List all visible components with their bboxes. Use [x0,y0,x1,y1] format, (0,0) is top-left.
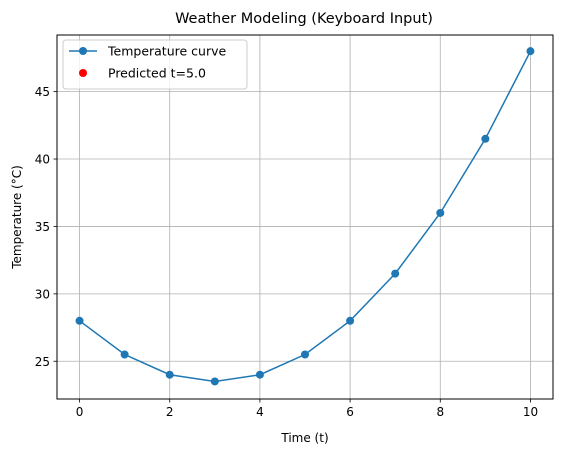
temperature-point [301,350,309,359]
x-axis-ticks: 0 2 4 6 8 10 [76,399,538,419]
x-tick-label: 10 [523,405,538,419]
plot-area-frame [56,34,554,400]
x-tick-label: 4 [256,405,264,419]
legend-label-temperature: Temperature curve [107,44,226,59]
temperature-point [210,377,219,386]
x-tick-label: 0 [76,405,84,419]
temperature-point [346,316,355,325]
temperature-point [436,208,445,217]
x-axis-label: Time (t) [280,431,328,445]
legend: Temperature curve Predicted t=5.0 [62,39,248,90]
temperature-point [526,47,535,56]
legend-swatch-predicted [79,69,87,77]
temperature-curve-line [79,50,532,383]
series-layer [75,47,535,386]
y-tick-label: 40 [35,153,50,167]
x-tick-label: 8 [436,405,444,419]
y-tick-label: 25 [35,355,50,369]
y-tick-label: 35 [35,220,50,234]
chart-title: Weather Modeling (Keyboard Input) [175,11,433,27]
temperature-point [391,269,400,278]
legend-box [62,39,248,90]
temperature-point [165,370,174,379]
x-tick-label: 2 [166,405,174,419]
legend-label-predicted: Predicted t=5.0 [108,66,206,81]
temperature-point [120,350,129,359]
temperature-point [255,370,264,379]
temperature-point [481,134,490,143]
y-axis-label: Temperature (°C) [10,165,24,270]
x-tick-label: 6 [346,405,354,419]
y-tick-label: 45 [35,85,50,99]
legend-swatch-marker [79,47,87,55]
grid-lines [57,35,553,399]
y-axis-ticks: 25 30 35 40 45 [35,85,57,369]
y-tick-label: 30 [35,287,50,301]
temperature-point [75,316,84,325]
